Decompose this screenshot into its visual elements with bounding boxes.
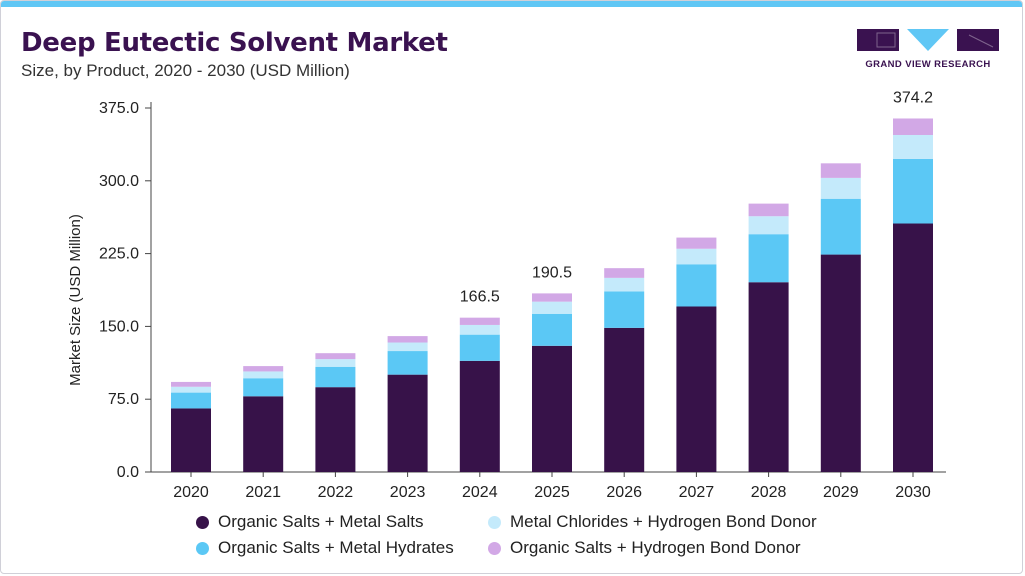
bar-segment-2030-series-1 — [893, 158, 933, 224]
legend-item-metal-chlorides-hbd: Metal Chlorides + Hydrogen Bond Donor — [488, 512, 817, 532]
bar-segment-2020-series-2 — [171, 386, 211, 393]
x-tick-label-2027: 2027 — [679, 484, 715, 501]
bar-segment-2026-series-1 — [604, 291, 645, 328]
legend-label: Organic Salts + Metal Hydrates — [218, 538, 454, 557]
bar-segment-2021-series-1 — [243, 378, 284, 397]
x-tick-label-2029: 2029 — [823, 484, 859, 501]
legend-item-organic-salts-metal-hydrates: Organic Salts + Metal Hydrates — [196, 538, 454, 558]
y-tick-label: 375.0 — [99, 100, 139, 117]
y-axis-title: Market Size (USD Million) — [67, 214, 84, 386]
bar-segment-2026-series-0 — [604, 327, 645, 472]
bar-segment-2030-series-2 — [893, 134, 933, 159]
bar-segment-2027-series-0 — [676, 306, 717, 472]
top-accent-stripe — [1, 1, 1022, 7]
bar-segment-2022-series-0 — [315, 387, 356, 472]
bar-segment-2023-series-1 — [387, 351, 428, 375]
bar-segment-2024-series-3 — [459, 317, 500, 325]
chart-subtitle: Size, by Product, 2020 - 2030 (USD Milli… — [21, 61, 350, 80]
bar-segment-2024-series-2 — [459, 324, 500, 335]
bar-segment-2030-series-3 — [893, 118, 933, 135]
bar-segment-2028-series-0 — [748, 282, 789, 472]
legend-swatch — [488, 541, 501, 555]
bar-segment-2028-series-3 — [748, 203, 789, 217]
data-label-2030: 374.2 — [893, 89, 933, 106]
y-tick-label: 225.0 — [99, 246, 139, 263]
chart-axes: 0.0 75.0 150.0 225.0 300.0 375.0 Market Size (… — [67, 100, 946, 501]
bar-segment-2029-series-2 — [820, 177, 861, 199]
y-tick-label: 300.0 — [99, 173, 139, 190]
legend-item-organic-salts-metal-salts: Organic Salts + Metal Salts — [196, 512, 424, 532]
chart-labels: 166.5 190.5 374.2 — [460, 89, 933, 305]
bar-segment-2022-series-2 — [315, 359, 356, 367]
bar-segment-2027-series-3 — [676, 237, 717, 249]
bar-segment-2029-series-0 — [820, 254, 861, 472]
x-tick-label-2022: 2022 — [318, 484, 354, 501]
legend-item-organic-salts-hbd: Organic Salts + Hydrogen Bond Donor — [488, 538, 801, 558]
bar-segment-2024-series-1 — [459, 334, 500, 361]
bar-segment-2020-series-0 — [171, 408, 211, 472]
bar-segment-2022-series-1 — [315, 366, 356, 388]
bar-segment-2021-series-0 — [243, 396, 284, 472]
legend-label: Metal Chlorides + Hydrogen Bond Donor — [510, 512, 817, 531]
legend-label: Organic Salts + Hydrogen Bond Donor — [510, 538, 801, 557]
bar-segment-2020-series-3 — [171, 381, 211, 387]
bar-segment-2026-series-3 — [604, 268, 645, 278]
legend-swatch — [488, 515, 501, 529]
logo-block-left — [857, 29, 899, 51]
bar-segment-2021-series-2 — [243, 371, 284, 379]
bar-segment-2021-series-3 — [243, 366, 284, 372]
bar-segment-2023-series-0 — [387, 374, 428, 472]
bar-segment-2024-series-0 — [459, 360, 500, 472]
legend-swatch — [196, 515, 209, 529]
bar-segment-2030-series-0 — [893, 223, 933, 472]
x-tick-label-2020: 2020 — [173, 484, 209, 501]
x-tick-label-2023: 2023 — [390, 484, 426, 501]
bar-segment-2025-series-0 — [532, 345, 572, 472]
bar-segment-2026-series-2 — [604, 277, 645, 292]
bar-segment-2025-series-2 — [532, 301, 572, 314]
data-label-2024: 166.5 — [460, 289, 500, 306]
chart-title: Deep Eutectic Solvent Market — [21, 28, 448, 58]
bar-segment-2028-series-1 — [748, 234, 789, 283]
bar-segment-2023-series-3 — [387, 336, 428, 343]
legend-label: Organic Salts + Metal Salts — [218, 512, 424, 531]
bar-segment-2029-series-3 — [820, 163, 861, 178]
y-tick-label: 75.0 — [108, 391, 139, 408]
bar-segment-2023-series-2 — [387, 342, 428, 352]
y-tick-label: 150.0 — [99, 318, 139, 335]
bar-segment-2025-series-1 — [532, 313, 572, 346]
data-label-2025: 190.5 — [532, 264, 572, 281]
bar-segment-2020-series-1 — [171, 392, 211, 409]
bar-segment-2025-series-3 — [532, 293, 572, 302]
bar-segment-2028-series-2 — [748, 216, 789, 235]
chart-bars — [171, 118, 933, 472]
x-tick-label-2030: 2030 — [895, 484, 931, 501]
x-tick-label-2028: 2028 — [751, 484, 787, 501]
bar-segment-2027-series-1 — [676, 264, 717, 307]
logo-block-right — [957, 29, 999, 51]
logo-triangle — [907, 29, 949, 51]
x-tick-label-2024: 2024 — [462, 484, 498, 501]
x-tick-label-2021: 2021 — [245, 484, 281, 501]
x-tick-label-2026: 2026 — [606, 484, 642, 501]
bar-segment-2029-series-1 — [820, 198, 861, 255]
y-tick-label: 0.0 — [117, 464, 139, 481]
x-tick-label-2025: 2025 — [534, 484, 570, 501]
legend-swatch — [196, 541, 209, 555]
logo-wordmark: GRAND VIEW RESEARCH — [865, 59, 991, 70]
grand-view-research-logo — [857, 29, 999, 51]
bar-segment-2022-series-3 — [315, 353, 356, 360]
bar-segment-2027-series-2 — [676, 248, 717, 265]
